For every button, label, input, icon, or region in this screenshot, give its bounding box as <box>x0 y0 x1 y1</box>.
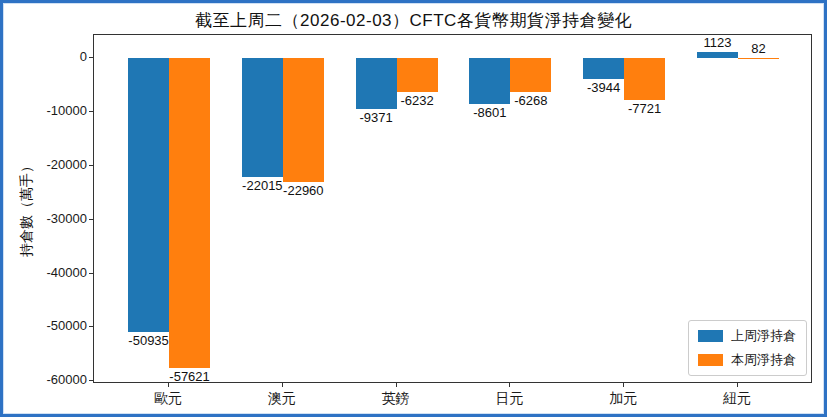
legend-item-curr-week: 本周淨持倉 <box>698 351 796 369</box>
bar-value-label: -9371 <box>360 111 393 125</box>
y-tick-mark <box>89 273 93 274</box>
x-tick-mark <box>623 383 624 387</box>
x-tick-label: 紐元 <box>723 390 751 408</box>
bar-prev-紐元 <box>697 52 738 58</box>
y-tick-label: 0 <box>3 49 87 65</box>
bar-value-label: -57621 <box>169 370 209 384</box>
x-tick-label: 英鎊 <box>382 390 410 408</box>
y-tick-label: -10000 <box>3 103 87 119</box>
y-tick-mark <box>89 111 93 112</box>
chart-title: 截至上周二（2026-02-03）CFTC各貨幣期貨淨持倉變化 <box>3 9 824 32</box>
bar-value-label: -7721 <box>628 102 661 116</box>
y-tick-label: -30000 <box>3 211 87 227</box>
bar-curr-英鎊 <box>397 58 438 92</box>
bar-prev-日元 <box>469 58 510 104</box>
legend-label-prev-week: 上周淨持倉 <box>731 327 796 345</box>
legend-item-prev-week: 上周淨持倉 <box>698 327 796 345</box>
y-tick-label: -20000 <box>3 157 87 173</box>
bar-value-label: -6232 <box>400 94 433 108</box>
x-tick-label: 加元 <box>609 390 637 408</box>
x-tick-mark <box>282 383 283 387</box>
bar-curr-日元 <box>510 58 551 92</box>
x-tick-mark <box>396 383 397 387</box>
bar-curr-澳元 <box>283 58 324 182</box>
bar-prev-歐元 <box>128 58 169 332</box>
y-tick-label: -60000 <box>3 372 87 388</box>
bar-value-label: 82 <box>751 42 765 56</box>
bar-value-label: -22015 <box>242 179 282 193</box>
bar-curr-歐元 <box>169 58 210 368</box>
bar-value-label: -3944 <box>587 81 620 95</box>
x-tick-mark <box>509 383 510 387</box>
legend-label-curr-week: 本周淨持倉 <box>731 351 796 369</box>
bar-value-label: -22960 <box>283 184 323 198</box>
y-tick-mark <box>89 165 93 166</box>
x-tick-mark <box>737 383 738 387</box>
y-axis-label: 持倉數（萬手） <box>18 159 36 257</box>
bar-value-label: -50935 <box>128 334 168 348</box>
bar-value-label: 1123 <box>703 36 731 50</box>
bar-prev-加元 <box>583 58 624 79</box>
bar-value-label: -6268 <box>514 94 547 108</box>
bar-prev-英鎊 <box>356 58 397 108</box>
x-tick-label: 澳元 <box>268 390 296 408</box>
bar-prev-澳元 <box>242 58 283 177</box>
y-tick-label: -40000 <box>3 265 87 281</box>
bar-curr-紐元 <box>738 58 779 59</box>
x-tick-label: 日元 <box>495 390 523 408</box>
bar-curr-加元 <box>624 58 665 100</box>
plot-area: 上周淨持倉 本周淨持倉 -50935 -57621 -22015-22960 -937… <box>93 34 812 383</box>
y-tick-mark <box>89 57 93 58</box>
y-tick-label: -50000 <box>3 318 87 334</box>
y-tick-mark <box>89 326 93 327</box>
y-tick-mark <box>89 380 93 381</box>
bar-value-label: -8601 <box>473 106 506 120</box>
legend-swatch-prev-week-icon <box>698 330 723 342</box>
x-tick-label: 歐元 <box>154 390 182 408</box>
figure: 截至上周二（2026-02-03）CFTC各貨幣期貨淨持倉變化 持倉數（萬手） … <box>0 0 827 417</box>
legend-swatch-curr-week-icon <box>698 354 723 366</box>
legend: 上周淨持倉 本周淨持倉 <box>688 320 807 376</box>
y-tick-mark <box>89 219 93 220</box>
